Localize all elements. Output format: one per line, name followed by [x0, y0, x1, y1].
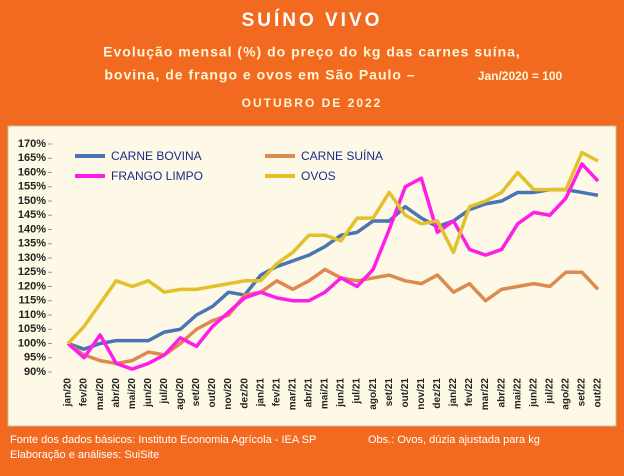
y-tick-label: 115%	[18, 295, 46, 307]
x-tick-label: ago/21	[368, 378, 379, 410]
y-tick-label: 145%	[18, 209, 46, 221]
x-tick-label: jun/20	[143, 378, 154, 408]
x-tick-label: nov/20	[223, 378, 234, 410]
x-tick-label: jul/20	[159, 378, 170, 405]
y-tick-label: 95%	[24, 352, 46, 364]
x-tick-label: set/21	[384, 378, 395, 407]
x-tick-label: jan/20	[63, 378, 74, 408]
legend-label: CARNE SUÍNA	[301, 148, 383, 163]
y-tick-label: 165%	[18, 152, 46, 164]
subtitle: bovina, de frango e ovos em São Paulo –	[104, 67, 415, 83]
y-tick-label: 105%	[18, 323, 46, 335]
x-tick-label: fev/20	[79, 378, 90, 407]
y-tick-label: 140%	[18, 223, 46, 235]
base-note: Jan/2020 = 100	[478, 69, 563, 83]
y-tick-label: 150%	[18, 195, 46, 207]
x-tick-label: abr/21	[304, 378, 315, 408]
y-tick-label: 135%	[18, 238, 46, 250]
x-tick-label: out/21	[400, 378, 411, 408]
legend-label: OVOS	[301, 169, 336, 183]
x-tick-label: dez/21	[432, 378, 443, 409]
y-tick-label: 100%	[18, 337, 46, 349]
series-line	[66, 150, 599, 345]
x-tick-label: jan/22	[448, 378, 459, 408]
series-line	[66, 267, 600, 366]
credit: Elaboração e análises: SuiSite	[10, 449, 159, 461]
y-tick-label: 90%	[24, 366, 46, 378]
legend-label: FRANGO LIMPO	[111, 169, 203, 183]
x-tick-label: jan/21	[255, 378, 266, 408]
y-tick-label: 130%	[18, 252, 46, 264]
y-tick-label: 120%	[18, 280, 46, 292]
x-tick-label: mar/21	[287, 378, 298, 411]
x-tick-label: jul/22	[544, 378, 555, 405]
x-tick-label: abr/22	[496, 378, 507, 408]
x-tick-label: mai/21	[320, 378, 331, 410]
y-tick-label: 110%	[18, 309, 46, 321]
y-tick-label: 160%	[18, 166, 46, 178]
legend-label: CARNE BOVINA	[111, 149, 202, 163]
x-tick-label: mai/20	[127, 378, 138, 410]
y-tick-label: 170%	[18, 138, 46, 150]
x-tick-label: mar/22	[480, 378, 491, 411]
x-tick-label: out/20	[207, 378, 218, 408]
x-tick-label: fev/22	[464, 378, 475, 407]
x-tick-label: mai/22	[512, 378, 523, 410]
x-tick-label: ago/20	[175, 378, 186, 410]
x-tick-label: nov/21	[416, 378, 427, 410]
x-tick-label: set/20	[191, 378, 202, 407]
date-label: OUTUBRO DE 2022	[242, 96, 383, 110]
y-tick-label: 125%	[18, 266, 46, 278]
x-tick-label: set/22	[577, 378, 588, 407]
x-tick-label: abr/20	[111, 378, 122, 408]
x-tick-label: jun/22	[528, 378, 539, 408]
series-line	[67, 187, 599, 351]
y-tick-label: 155%	[18, 181, 46, 193]
chart-title: SUÍNO VIVO	[242, 9, 383, 31]
x-tick-label: fev/21	[271, 378, 282, 407]
x-tick-label: mar/20	[95, 378, 106, 411]
series-line	[66, 162, 600, 371]
x-tick-label: jul/21	[352, 378, 363, 405]
x-tick-label: jun/21	[336, 378, 347, 408]
x-tick-label: dez/20	[239, 378, 250, 409]
subtitle: Evolução mensal (%) do preço do kg das c…	[103, 44, 521, 60]
x-tick-label: ago/22	[561, 378, 572, 410]
obs: Obs.: Ovos, dúzia ajustada para kg	[368, 434, 540, 446]
x-tick-label: out/22	[593, 378, 604, 408]
source: Fonte dos dados básicos: Instituto Econo…	[10, 434, 316, 446]
